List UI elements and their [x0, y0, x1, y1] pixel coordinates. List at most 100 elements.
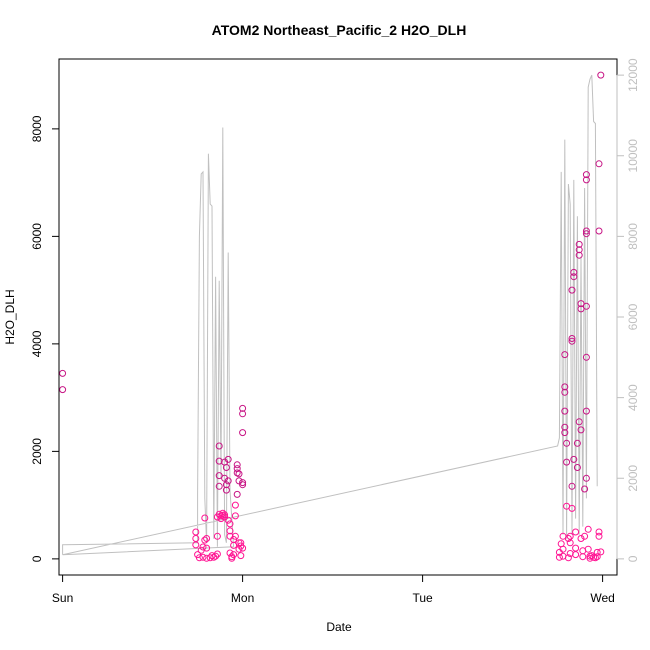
data-point: [573, 439, 581, 447]
data-point: [579, 553, 587, 561]
data-point: [231, 532, 239, 540]
data-point: [568, 335, 576, 342]
chart-title: ATOM2 Northeast_Pacific_2 H2O_DLH: [212, 22, 467, 38]
data-point: [584, 545, 592, 553]
data-point: [224, 455, 232, 463]
data-point: [577, 305, 585, 313]
data-point: [215, 510, 223, 518]
data-point: [593, 548, 601, 556]
y-tick-label: 2000: [30, 438, 44, 465]
y2-tick-label: 12000: [626, 58, 640, 92]
data-point: [192, 541, 200, 549]
x-tick-label: Mon: [231, 591, 254, 605]
data-point: [563, 458, 571, 466]
y-axis-right: 0 2000 4000 6000 8000 10000 12000: [616, 58, 640, 562]
data-point: [226, 527, 234, 535]
data-point: [595, 160, 603, 168]
data-point: [566, 532, 574, 540]
plot-frame: [58, 58, 618, 576]
data-point: [203, 535, 211, 542]
data-point: [559, 545, 567, 553]
data-point: [597, 548, 605, 556]
data-point: [595, 227, 603, 235]
y2-tick-label: 4000: [626, 384, 640, 411]
data-point: [563, 439, 571, 447]
data-point: [577, 300, 585, 308]
data-point: [564, 535, 572, 542]
data-point: [575, 240, 583, 248]
data-point: [570, 268, 578, 276]
data-point: [561, 383, 569, 391]
data-point: [572, 544, 580, 552]
data-point: [222, 464, 230, 471]
data-point: [230, 541, 238, 549]
data-point: [595, 532, 603, 540]
data-point: [213, 550, 221, 558]
data-point: [215, 482, 223, 490]
data-point: [575, 251, 583, 259]
data-point: [203, 554, 211, 562]
data-point: [235, 477, 243, 485]
data-point: [231, 512, 239, 520]
x-tick-label: Tue: [412, 591, 433, 605]
data-point: [237, 542, 245, 550]
y-tick-label: 6000: [30, 223, 44, 250]
data-point: [239, 404, 247, 412]
data-point: [577, 426, 585, 434]
data-point: [573, 464, 581, 471]
data-point: [570, 455, 578, 463]
data-point: [582, 176, 590, 184]
data-point: [572, 551, 580, 559]
data-point: [233, 461, 241, 469]
data-point: [582, 230, 590, 238]
data-point: [201, 536, 209, 544]
data-point: [219, 509, 227, 517]
data-point: [568, 482, 576, 490]
data-point: [199, 543, 207, 551]
y-axis-left: 0 2000 4000 6000 8000: [30, 115, 60, 562]
data-point: [201, 514, 209, 522]
x-tick-label: Wed: [590, 591, 614, 605]
data-point: [572, 528, 580, 536]
data-point: [213, 532, 221, 540]
y-axis-label: H2O_DLH: [3, 289, 17, 344]
data-point: [570, 273, 578, 281]
right-axis-line: [62, 74, 598, 556]
data-point: [584, 525, 592, 533]
data-point: [582, 474, 590, 482]
data-point: [581, 485, 589, 493]
data-point: [239, 544, 247, 552]
data-point: [582, 171, 590, 179]
data-point: [235, 470, 243, 478]
y-tick-label: 4000: [30, 330, 44, 357]
data-point: [568, 337, 576, 345]
data-point: [597, 71, 605, 79]
data-point: [59, 369, 67, 377]
data-point: [555, 553, 563, 561]
data-point: [577, 535, 585, 542]
data-point: [582, 407, 590, 415]
data-point: [582, 302, 590, 310]
data-point: [568, 504, 576, 512]
data-point: [239, 481, 247, 489]
y-tick-label: 0: [30, 555, 44, 562]
data-point: [203, 544, 211, 552]
data-point: [215, 442, 223, 450]
data-point: [233, 490, 241, 498]
data-point: [228, 554, 236, 562]
data-point: [212, 552, 220, 560]
data-point: [239, 479, 247, 487]
data-point: [239, 410, 247, 418]
data-point: [215, 472, 223, 480]
data-point: [582, 227, 590, 235]
y2-tick-label: 6000: [626, 303, 640, 330]
x-axis-label: Date: [326, 620, 352, 634]
data-point: [561, 351, 569, 359]
data-point: [561, 407, 569, 415]
data-point: [568, 286, 576, 294]
y2-tick-label: 0: [626, 555, 640, 562]
data-point: [199, 553, 207, 561]
data-point: [595, 528, 603, 536]
x-tick-label: Sun: [52, 591, 73, 605]
data-point: [561, 388, 569, 396]
